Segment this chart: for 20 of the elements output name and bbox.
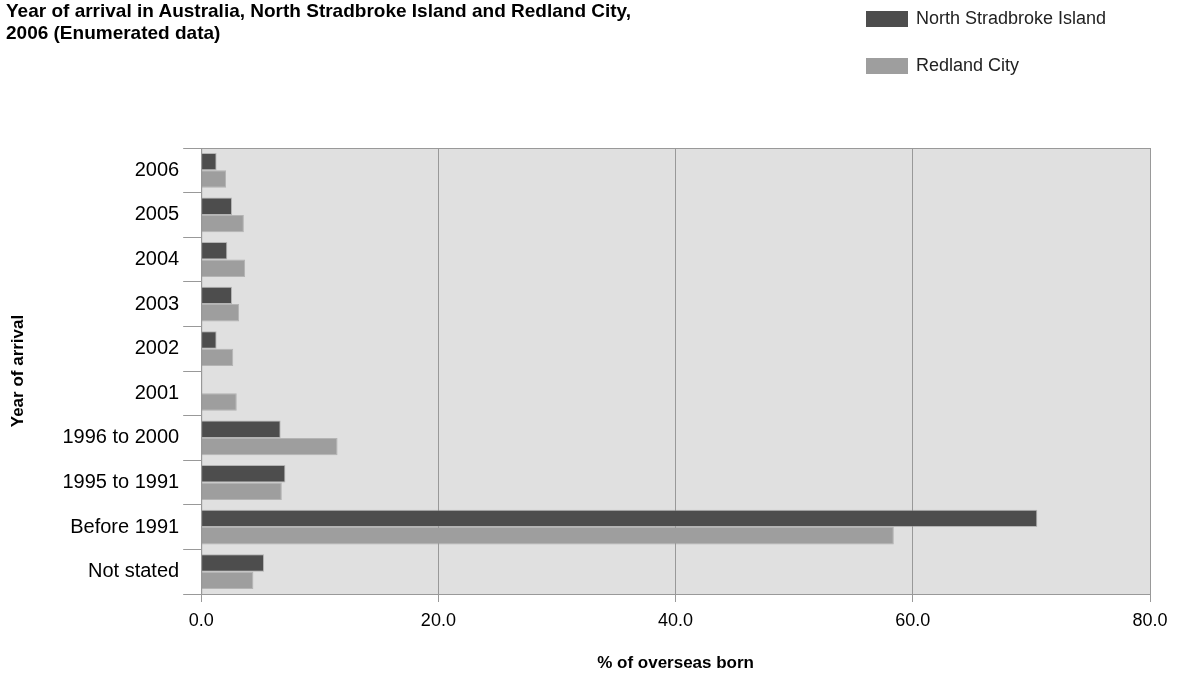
- y-tick-label: 2003: [134, 291, 180, 314]
- chart-title: Year of arrival in Australia, North Stradbroke Island and Redland City, 2006 (Enumerated data): [6, 0, 633, 44]
- y-tick-label: 2005: [134, 202, 180, 225]
- x-tick-label: 40.0: [658, 609, 694, 630]
- y-tick-label: 2001: [134, 380, 180, 403]
- y-tick-label: 1995 to 1991: [62, 470, 180, 493]
- x-tick-label: 60.0: [895, 609, 931, 630]
- legend-label: Redland City: [915, 55, 1019, 76]
- y-axis-title: Year of arrival: [7, 314, 27, 428]
- x-axis-title: % of overseas born: [597, 653, 754, 673]
- y-tick-label: 2002: [134, 336, 180, 359]
- y-tick-label: 2006: [134, 157, 180, 180]
- y-tick-label: Before 1991: [70, 514, 180, 537]
- legend-label: North Stradbroke Island: [915, 8, 1106, 29]
- y-tick-label: 2004: [134, 247, 180, 270]
- x-tick-label: 20.0: [420, 609, 456, 630]
- y-tick-label: 1996 to 2000: [62, 425, 180, 448]
- y-tick-label: Not stated: [88, 559, 180, 582]
- x-tick-label: 80.0: [1132, 609, 1168, 630]
- x-tick-label: 0.0: [188, 609, 214, 630]
